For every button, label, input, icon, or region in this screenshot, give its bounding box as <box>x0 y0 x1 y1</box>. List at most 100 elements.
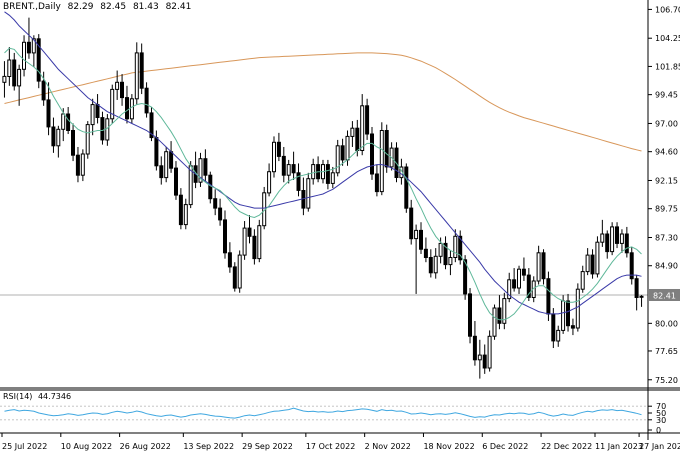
date-tick-label: 26 Aug 2022 <box>120 442 171 451</box>
candle <box>448 250 453 276</box>
candle-body-up <box>619 233 624 244</box>
price-tick-label: 77.65 <box>655 347 678 356</box>
candle-body-down <box>203 158 208 176</box>
date-tick-label: 6 Dec 2022 <box>482 442 528 451</box>
candle <box>257 219 262 263</box>
rsi-tick-label: 0 <box>656 426 661 435</box>
candle <box>291 151 296 180</box>
candle <box>311 158 316 185</box>
candle <box>75 146 80 183</box>
price-tick-label: 99.45 <box>655 91 678 100</box>
candle <box>100 111 105 145</box>
candle-body-down <box>428 257 433 274</box>
ma-mid-line <box>4 11 642 315</box>
candle <box>71 123 75 162</box>
candle-body-up <box>85 124 90 155</box>
candle-body-down <box>566 300 570 327</box>
candle-body-down <box>125 97 129 120</box>
candle-body-down <box>526 274 531 298</box>
candle <box>51 117 56 153</box>
candle-body-down <box>71 130 75 156</box>
price-tick-label: 80.00 <box>655 319 678 328</box>
candle <box>41 71 46 106</box>
candle-body-down <box>46 99 51 128</box>
date-tick-label: 22 Dec 2022 <box>541 442 592 451</box>
candle-body-up <box>311 164 316 180</box>
date-tick-label: 10 Aug 2022 <box>61 442 112 451</box>
candle <box>379 122 384 196</box>
candle <box>340 138 345 166</box>
candle <box>536 245 541 285</box>
candle <box>482 344 487 374</box>
candle-body-down <box>169 151 174 169</box>
candle <box>512 268 517 292</box>
candle <box>619 229 624 253</box>
price-tick-label: 87.30 <box>655 234 678 243</box>
candle-body-down <box>590 254 595 275</box>
ma-fast-line <box>4 47 642 321</box>
candle-body-down <box>521 268 526 276</box>
candle <box>46 82 51 136</box>
date-tick-label: 27 Jan 2023 <box>639 442 680 451</box>
candle-body-up <box>448 257 453 266</box>
candle <box>56 125 61 158</box>
candle <box>178 188 183 230</box>
candle-body-up <box>350 127 355 137</box>
candle <box>325 159 330 190</box>
candle-body-down <box>213 198 218 209</box>
candle <box>12 52 17 91</box>
candle-body-up <box>2 75 7 83</box>
date-tick-label: 11 Jan 2023 <box>595 442 643 451</box>
price-tick-label: 92.15 <box>655 176 678 185</box>
candle-body-up <box>517 268 521 289</box>
current-price-label: 82.41 <box>653 291 676 300</box>
date-tick-label: 13 Sep 2022 <box>183 442 234 451</box>
candle <box>36 34 41 89</box>
candle <box>384 124 389 173</box>
candle-body-down <box>100 117 105 141</box>
candle <box>120 74 124 106</box>
candle-body-down <box>458 235 463 261</box>
candle <box>492 304 497 340</box>
candle <box>556 325 561 347</box>
candle <box>198 152 203 187</box>
candle-body-down <box>605 233 610 253</box>
candle <box>267 163 272 197</box>
price-tick-label: 84.90 <box>655 262 678 271</box>
candle-body-up <box>80 153 85 176</box>
candle-body-down <box>409 207 414 240</box>
candle <box>453 229 458 263</box>
candle <box>575 283 580 332</box>
date-tick-label: 17 Oct 2022 <box>306 442 355 451</box>
rsi-header: RSI(14) 44.7346 <box>3 392 74 401</box>
candle <box>580 265 585 293</box>
candle-body-up <box>433 255 438 274</box>
candle <box>227 242 232 273</box>
candle-body-down <box>423 248 428 259</box>
candle-body-down <box>12 59 17 87</box>
candle <box>276 132 281 162</box>
candle-body-up <box>242 227 247 256</box>
open-value: 82.29 <box>67 2 94 12</box>
candle-body-up <box>492 307 497 337</box>
candle <box>595 236 600 278</box>
candle <box>115 70 120 100</box>
candle <box>404 163 409 213</box>
candle-body-down <box>551 313 556 342</box>
candle <box>144 82 149 118</box>
candle <box>570 318 575 336</box>
candle-body-up <box>267 171 272 194</box>
candle <box>232 262 237 292</box>
candle <box>7 47 12 86</box>
candle <box>350 121 355 147</box>
candle <box>183 198 188 230</box>
candle <box>281 146 286 183</box>
candle-body-down <box>340 145 345 161</box>
rsi-tick-label: 70 <box>656 402 666 411</box>
candle-body-down <box>218 207 223 221</box>
candle-body-down <box>178 194 183 226</box>
candle-body-down <box>75 154 80 176</box>
price-tick-label: 101.85 <box>655 62 680 71</box>
candle-body-down <box>227 252 232 268</box>
